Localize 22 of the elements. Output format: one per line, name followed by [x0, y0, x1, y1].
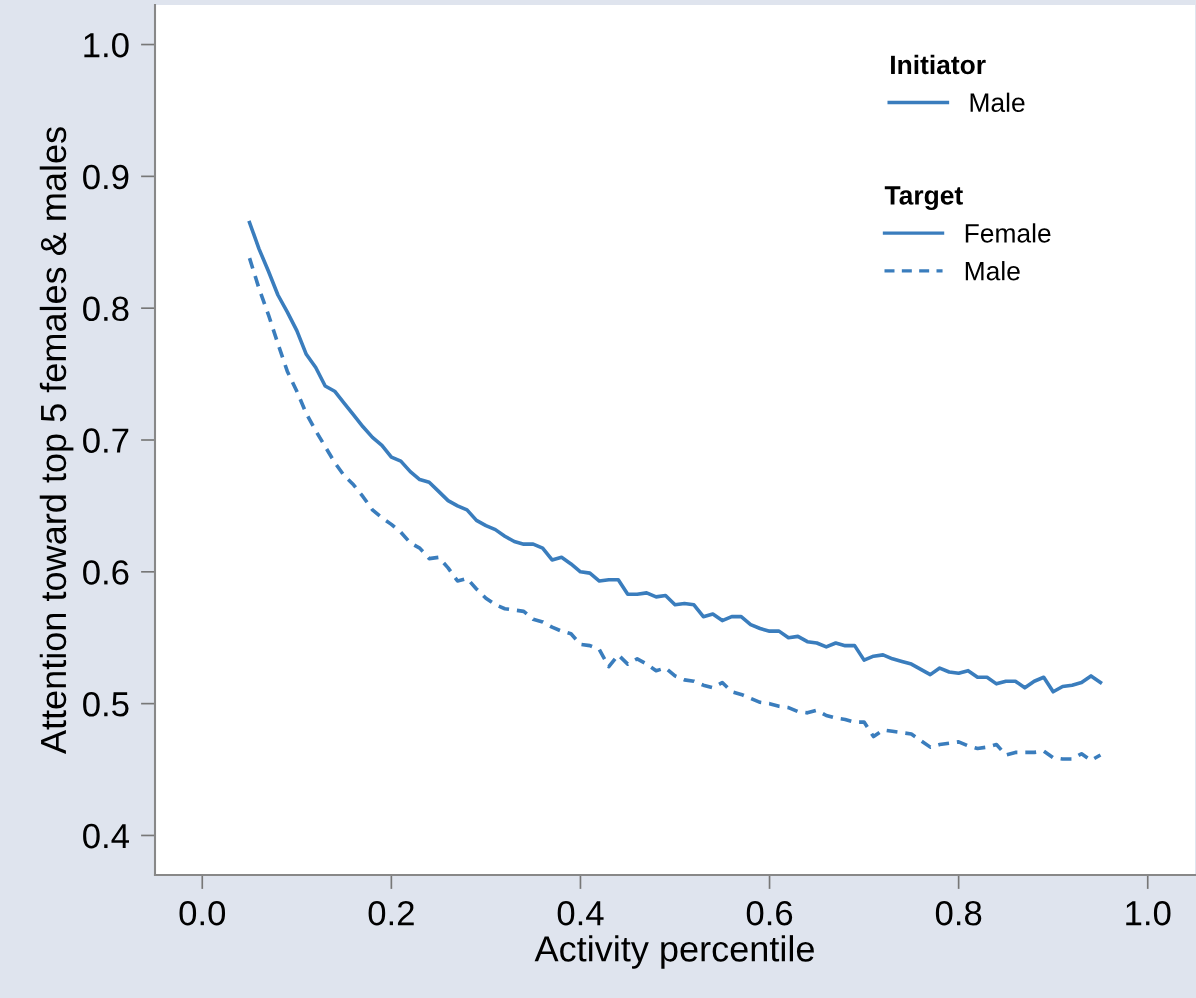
line-series — [247, 256, 1103, 763]
legend-label: Female — [965, 223, 1051, 243]
x-tick-label: 0.0 — [179, 900, 226, 926]
line-series — [247, 220, 1103, 694]
y-tick-label: 1.0 — [84, 32, 129, 58]
x-tick-label: 0.8 — [935, 900, 982, 926]
x-tick-label: 0.6 — [746, 900, 793, 926]
text: Initiator — [891, 54, 986, 75]
y-tick-label: 0.4 — [83, 823, 129, 849]
x-tick-label: 0.4 — [557, 900, 604, 926]
y-tick-label: 0.9 — [83, 164, 129, 190]
y-tick-label: 0.6 — [83, 560, 129, 585]
y-tick-label: 0.5 — [83, 691, 129, 717]
x-tick-label: 1.0 — [1126, 900, 1171, 926]
annotation: Male — [970, 92, 1025, 113]
x-axis-title: Activity percentile — [534, 935, 814, 969]
y-tick-label: 0.8 — [83, 296, 129, 322]
x-tick-label: 0.2 — [368, 900, 414, 926]
legend-label: Male — [965, 261, 1020, 281]
y-tick-label: 0.7 — [83, 428, 129, 453]
y-axis-title: Attention toward top 5 females & males — [39, 127, 74, 755]
text: Target — [884, 186, 963, 211]
